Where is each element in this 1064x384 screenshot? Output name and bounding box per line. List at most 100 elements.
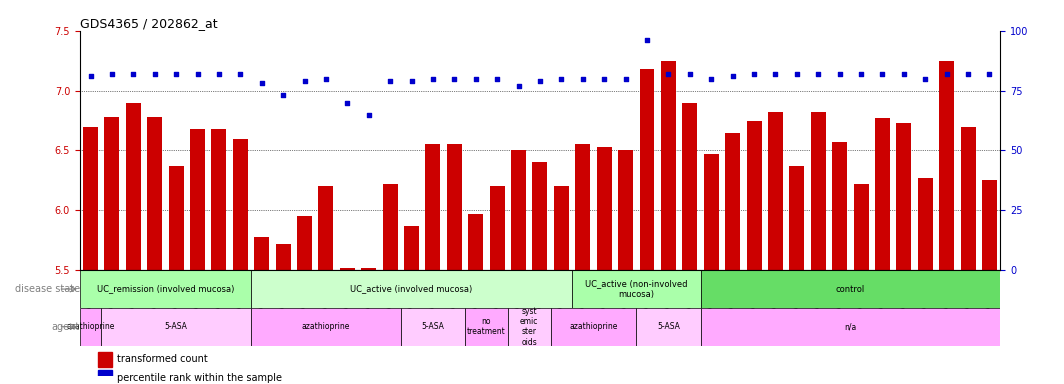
Bar [254, 237, 269, 384]
Bar [896, 123, 912, 384]
Point [596, 76, 613, 82]
Point [617, 76, 634, 82]
Text: transformed count: transformed count [117, 354, 207, 364]
Point [382, 78, 399, 84]
Point [917, 76, 934, 82]
Bar [918, 178, 933, 384]
Point [874, 71, 891, 77]
Bar [426, 144, 440, 384]
Point [425, 76, 442, 82]
Bar [961, 127, 976, 384]
Bar [383, 184, 398, 384]
Bar [875, 118, 890, 384]
Point [938, 71, 955, 77]
Bar [940, 61, 954, 384]
FancyBboxPatch shape [700, 308, 1000, 346]
FancyBboxPatch shape [80, 308, 101, 346]
Text: azathioprine: azathioprine [66, 322, 115, 331]
FancyBboxPatch shape [508, 308, 551, 346]
Point [510, 83, 527, 89]
Point [361, 111, 378, 118]
Text: 5-ASA: 5-ASA [656, 322, 680, 331]
Point [232, 71, 249, 77]
FancyBboxPatch shape [251, 308, 401, 346]
Bar [447, 144, 462, 384]
FancyBboxPatch shape [251, 270, 572, 308]
Point [253, 80, 270, 86]
Text: azathioprine: azathioprine [302, 322, 350, 331]
Bar [853, 184, 868, 384]
Point [831, 71, 848, 77]
FancyBboxPatch shape [636, 308, 700, 346]
FancyBboxPatch shape [101, 308, 251, 346]
Text: azathioprine: azathioprine [569, 322, 618, 331]
Point [681, 71, 698, 77]
Text: disease state: disease state [15, 284, 80, 294]
Point [275, 92, 292, 98]
Bar [726, 132, 741, 384]
Point [488, 76, 505, 82]
Bar [362, 268, 377, 384]
Text: percentile rank within the sample: percentile rank within the sample [117, 373, 282, 383]
Bar [532, 162, 548, 384]
Point [467, 76, 484, 82]
Bar [511, 151, 526, 384]
Bar [703, 154, 718, 384]
Point [168, 71, 185, 77]
Point [660, 71, 677, 77]
Bar [747, 121, 762, 384]
Bar [576, 144, 591, 384]
Point [189, 71, 206, 77]
Text: syst
emic
ster
oids: syst emic ster oids [520, 306, 538, 347]
Point [403, 78, 420, 84]
Bar [83, 127, 98, 384]
Point [852, 71, 869, 77]
FancyBboxPatch shape [401, 308, 465, 346]
Bar [811, 112, 826, 384]
Point [317, 76, 334, 82]
Bar [147, 117, 162, 384]
Text: GDS4365 / 202862_at: GDS4365 / 202862_at [80, 17, 217, 30]
Text: UC_active (involved mucosa): UC_active (involved mucosa) [350, 285, 472, 293]
Bar [233, 139, 248, 384]
Point [103, 71, 120, 77]
Text: no
treatment: no treatment [467, 317, 505, 336]
Point [746, 71, 763, 77]
Bar [318, 186, 333, 384]
Text: control: control [835, 285, 865, 293]
Bar [168, 166, 184, 384]
Bar [768, 112, 783, 384]
Point [895, 71, 912, 77]
Point [338, 99, 355, 106]
Point [211, 71, 228, 77]
Point [531, 78, 549, 84]
Bar [639, 69, 654, 384]
Point [146, 71, 163, 77]
FancyBboxPatch shape [572, 270, 700, 308]
Bar [682, 103, 697, 384]
Point [124, 71, 142, 77]
Bar [489, 186, 504, 384]
Point [446, 76, 463, 82]
Point [553, 76, 570, 82]
Bar [98, 370, 112, 384]
Bar [618, 151, 633, 384]
FancyBboxPatch shape [551, 308, 636, 346]
Bar [190, 129, 205, 384]
Bar [597, 147, 612, 384]
Point [960, 71, 977, 77]
Bar [276, 244, 290, 384]
Bar [339, 268, 354, 384]
Bar [126, 103, 140, 384]
Bar [468, 214, 483, 384]
Point [82, 73, 99, 79]
Text: 5-ASA: 5-ASA [165, 322, 187, 331]
FancyBboxPatch shape [80, 270, 251, 308]
Point [981, 71, 998, 77]
Bar [212, 129, 227, 384]
Point [638, 37, 655, 43]
Bar [104, 117, 119, 384]
Point [575, 76, 592, 82]
FancyBboxPatch shape [700, 270, 1000, 308]
Text: UC_active (non-involved
mucosa): UC_active (non-involved mucosa) [585, 280, 687, 299]
